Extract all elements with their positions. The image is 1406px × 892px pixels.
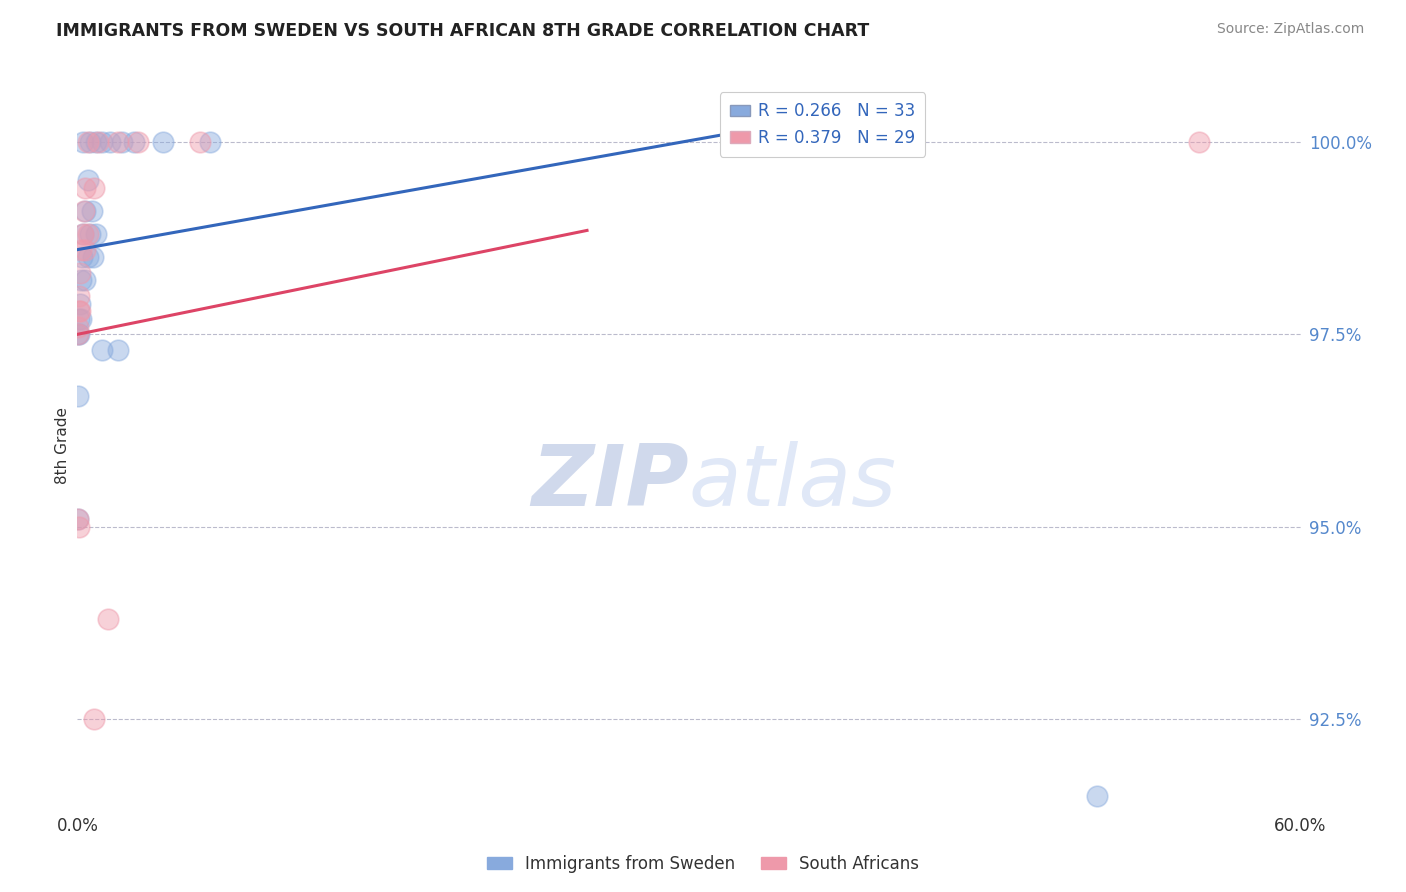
Text: atlas: atlas [689,441,897,524]
Point [69,266,91,280]
Point [82,251,104,265]
Point [76,135,98,149]
Point [80,204,103,219]
Point [107,343,129,357]
Point [69,296,91,310]
Legend: R = 0.266   N = 33, R = 0.379   N = 29: R = 0.266 N = 33, R = 0.379 N = 29 [720,92,925,157]
Point [73,204,96,219]
Point [83,712,105,726]
Point [90,343,112,357]
Point [67,327,90,342]
Point [188,135,211,149]
Point [79,227,101,242]
Point [75,181,97,195]
Point [70,273,93,287]
Point [76,227,98,242]
Point [84,135,107,149]
Point [67,289,90,303]
Point [127,135,149,149]
Point [66,512,89,526]
Point [90,135,112,149]
Point [76,173,98,187]
Point [79,135,101,149]
Point [72,251,94,265]
Y-axis label: 8th Grade: 8th Grade [55,408,70,484]
Point [111,135,134,149]
Point [67,389,90,403]
Point [98,135,121,149]
Text: ZIP: ZIP [531,441,689,524]
Point [69,304,91,318]
Point [67,319,90,334]
Point [75,243,97,257]
Point [84,227,107,242]
Point [67,312,90,326]
Point [87,135,110,149]
Point [97,612,120,626]
Point [67,304,90,318]
Point [1085,789,1108,804]
Point [72,227,94,242]
Point [124,135,146,149]
Point [76,251,98,265]
Point [67,520,90,534]
Point [152,135,174,149]
Point [1187,135,1209,149]
Point [75,204,97,219]
Legend: Immigrants from Sweden, South Africans: Immigrants from Sweden, South Africans [481,848,925,880]
Point [75,273,97,287]
Point [70,312,93,326]
Text: Source: ZipAtlas.com: Source: ZipAtlas.com [1216,22,1364,37]
Point [66,512,89,526]
Point [72,135,94,149]
Point [72,227,94,242]
Text: IMMIGRANTS FROM SWEDEN VS SOUTH AFRICAN 8TH GRADE CORRELATION CHART: IMMIGRANTS FROM SWEDEN VS SOUTH AFRICAN … [56,22,869,40]
Point [70,243,93,257]
Point [67,327,90,342]
Point [107,135,129,149]
Point [83,181,105,195]
Point [198,135,221,149]
Point [66,327,89,342]
